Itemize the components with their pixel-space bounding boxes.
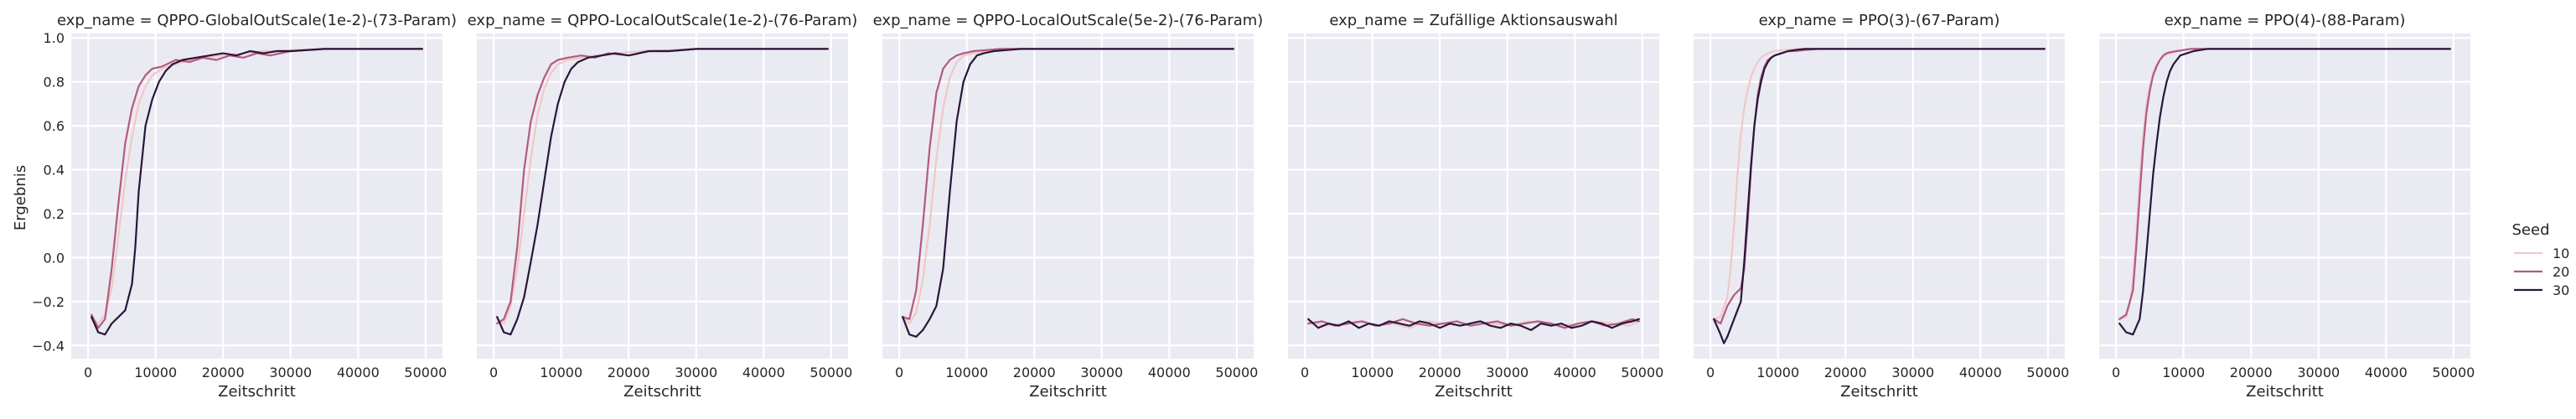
panel-title: exp_name = QPPO-GlobalOutScale(1e-2)-(73… (57, 12, 457, 29)
x-tick-label: 50000 (810, 365, 852, 380)
facet-panels: −0.4 −0.2 0.0 0.2 0.4 0.6 0.8 1.0 0 10000 20000 300… (32, 12, 2475, 401)
y-tick-label: −0.4 (32, 338, 65, 354)
x-tick-label: 10000 (540, 365, 582, 380)
facet-panel-5: 0 10000 20000 30000 40000 50000 Zeitschritt exp… (1694, 12, 2069, 401)
legend: Seed 10 20 30 (2512, 221, 2570, 298)
series-line-seed-30 (91, 48, 423, 336)
legend-entry-20: 20 (2514, 264, 2569, 280)
x-tick-label: 0 (84, 365, 92, 380)
x-tick-label: 20000 (2230, 365, 2273, 380)
legend-entry-30: 30 (2514, 282, 2569, 298)
x-tick-label: 0 (895, 365, 903, 380)
x-tick-label: 10000 (2162, 365, 2205, 380)
series-line-seed-30 (2118, 48, 2451, 336)
y-axis-label: Ergebnis (12, 165, 29, 230)
legend-title: Seed (2512, 221, 2550, 239)
x-axis-label: Zeitschritt (218, 383, 296, 401)
panel-title: exp_name = QPPO-LocalOutScale(1e-2)-(76-… (468, 12, 858, 29)
facet-panel-1: −0.4 −0.2 0.0 0.2 0.4 0.6 0.8 1.0 0 10000 20000 300… (32, 12, 457, 401)
y-tick-label: 1.0 (44, 30, 65, 46)
x-tick-label: 50000 (2432, 365, 2475, 380)
x-tick-label: 0 (1706, 365, 1715, 380)
y-tick-label: −0.2 (32, 294, 65, 310)
x-tick-label: 30000 (1891, 365, 1934, 380)
x-tick-label: 40000 (1959, 365, 2002, 380)
legend-label: 20 (2553, 264, 2569, 280)
series-line-seed-30 (496, 48, 829, 336)
x-tick-label: 30000 (2297, 365, 2340, 380)
facet-panel-6: 0 10000 20000 30000 40000 50000 Zeitschritt exp… (2099, 12, 2475, 401)
legend-entry-10: 10 (2514, 246, 2569, 261)
x-tick-label: 30000 (269, 365, 312, 380)
x-tick-label: 20000 (202, 365, 245, 380)
legend-label: 10 (2553, 246, 2569, 261)
plot-background (1694, 34, 2065, 359)
x-tick-label: 50000 (404, 365, 447, 380)
x-tick-label: 0 (2112, 365, 2120, 380)
plot-background (71, 34, 442, 359)
x-tick-label: 30000 (675, 365, 717, 380)
y-tick-label: 0.4 (44, 163, 65, 178)
x-axis-label: Zeitschritt (623, 383, 701, 401)
x-tick-label: 40000 (1554, 365, 1596, 380)
x-axis-label: Zeitschritt (1435, 383, 1513, 401)
y-tick-label: 0.2 (44, 206, 65, 222)
x-tick-label: 10000 (1351, 365, 1394, 380)
x-tick-label: 40000 (2365, 365, 2408, 380)
series-line-seed-30 (1307, 318, 1640, 331)
x-axis-label: Zeitschritt (1029, 383, 1107, 401)
x-tick-label: 10000 (945, 365, 988, 380)
plot-background (477, 34, 848, 359)
plot-background (2099, 34, 2470, 359)
x-tick-label: 30000 (1486, 365, 1529, 380)
x-axis-label: Zeitschritt (2246, 383, 2324, 401)
x-tick-label: 20000 (1419, 365, 1461, 380)
x-tick-label: 40000 (742, 365, 785, 380)
x-axis-label: Zeitschritt (1840, 383, 1918, 401)
x-tick-label: 20000 (608, 365, 650, 380)
x-tick-label: 40000 (337, 365, 380, 380)
y-tick-label: 0.0 (44, 250, 65, 266)
x-tick-label: 50000 (1215, 365, 1258, 380)
facet-panel-2: 0 10000 20000 30000 40000 50000 Zeitschritt exp… (468, 12, 858, 401)
x-tick-label: 30000 (1080, 365, 1123, 380)
x-tick-label: 20000 (1824, 365, 1867, 380)
panel-title: exp_name = PPO(3)-(67-Param) (1759, 12, 2000, 29)
x-tick-label: 40000 (1148, 365, 1191, 380)
x-tick-label: 10000 (134, 365, 177, 380)
x-tick-label: 10000 (1756, 365, 1799, 380)
panel-title: exp_name = QPPO-LocalOutScale(5e-2)-(76-… (873, 12, 1264, 29)
series-line-seed-30 (1713, 48, 2046, 344)
y-tick-label: 0.6 (44, 118, 65, 134)
series-line-seed-30 (902, 48, 1234, 338)
legend-entries: 10 20 30 (2514, 246, 2569, 298)
plot-background (1288, 34, 1659, 359)
facet-panel-3: 0 10000 20000 30000 40000 50000 Zeitschritt exp… (873, 12, 1264, 401)
x-tick-label: 0 (489, 365, 498, 380)
x-tick-label: 50000 (1621, 365, 1663, 380)
x-tick-label: 50000 (2026, 365, 2069, 380)
facet-panel-4: 0 10000 20000 30000 40000 50000 Zeitschritt exp… (1288, 12, 1663, 401)
panel-title: exp_name = PPO(4)-(88-Param) (2165, 12, 2406, 29)
y-tick-label: 0.8 (44, 75, 65, 91)
panel-title: exp_name = Zufällige Aktionsauswahl (1329, 12, 1617, 29)
legend-label: 30 (2553, 282, 2569, 298)
plot-background (882, 34, 1254, 359)
x-tick-label: 20000 (1013, 365, 1056, 380)
x-tick-label: 0 (1301, 365, 1309, 380)
